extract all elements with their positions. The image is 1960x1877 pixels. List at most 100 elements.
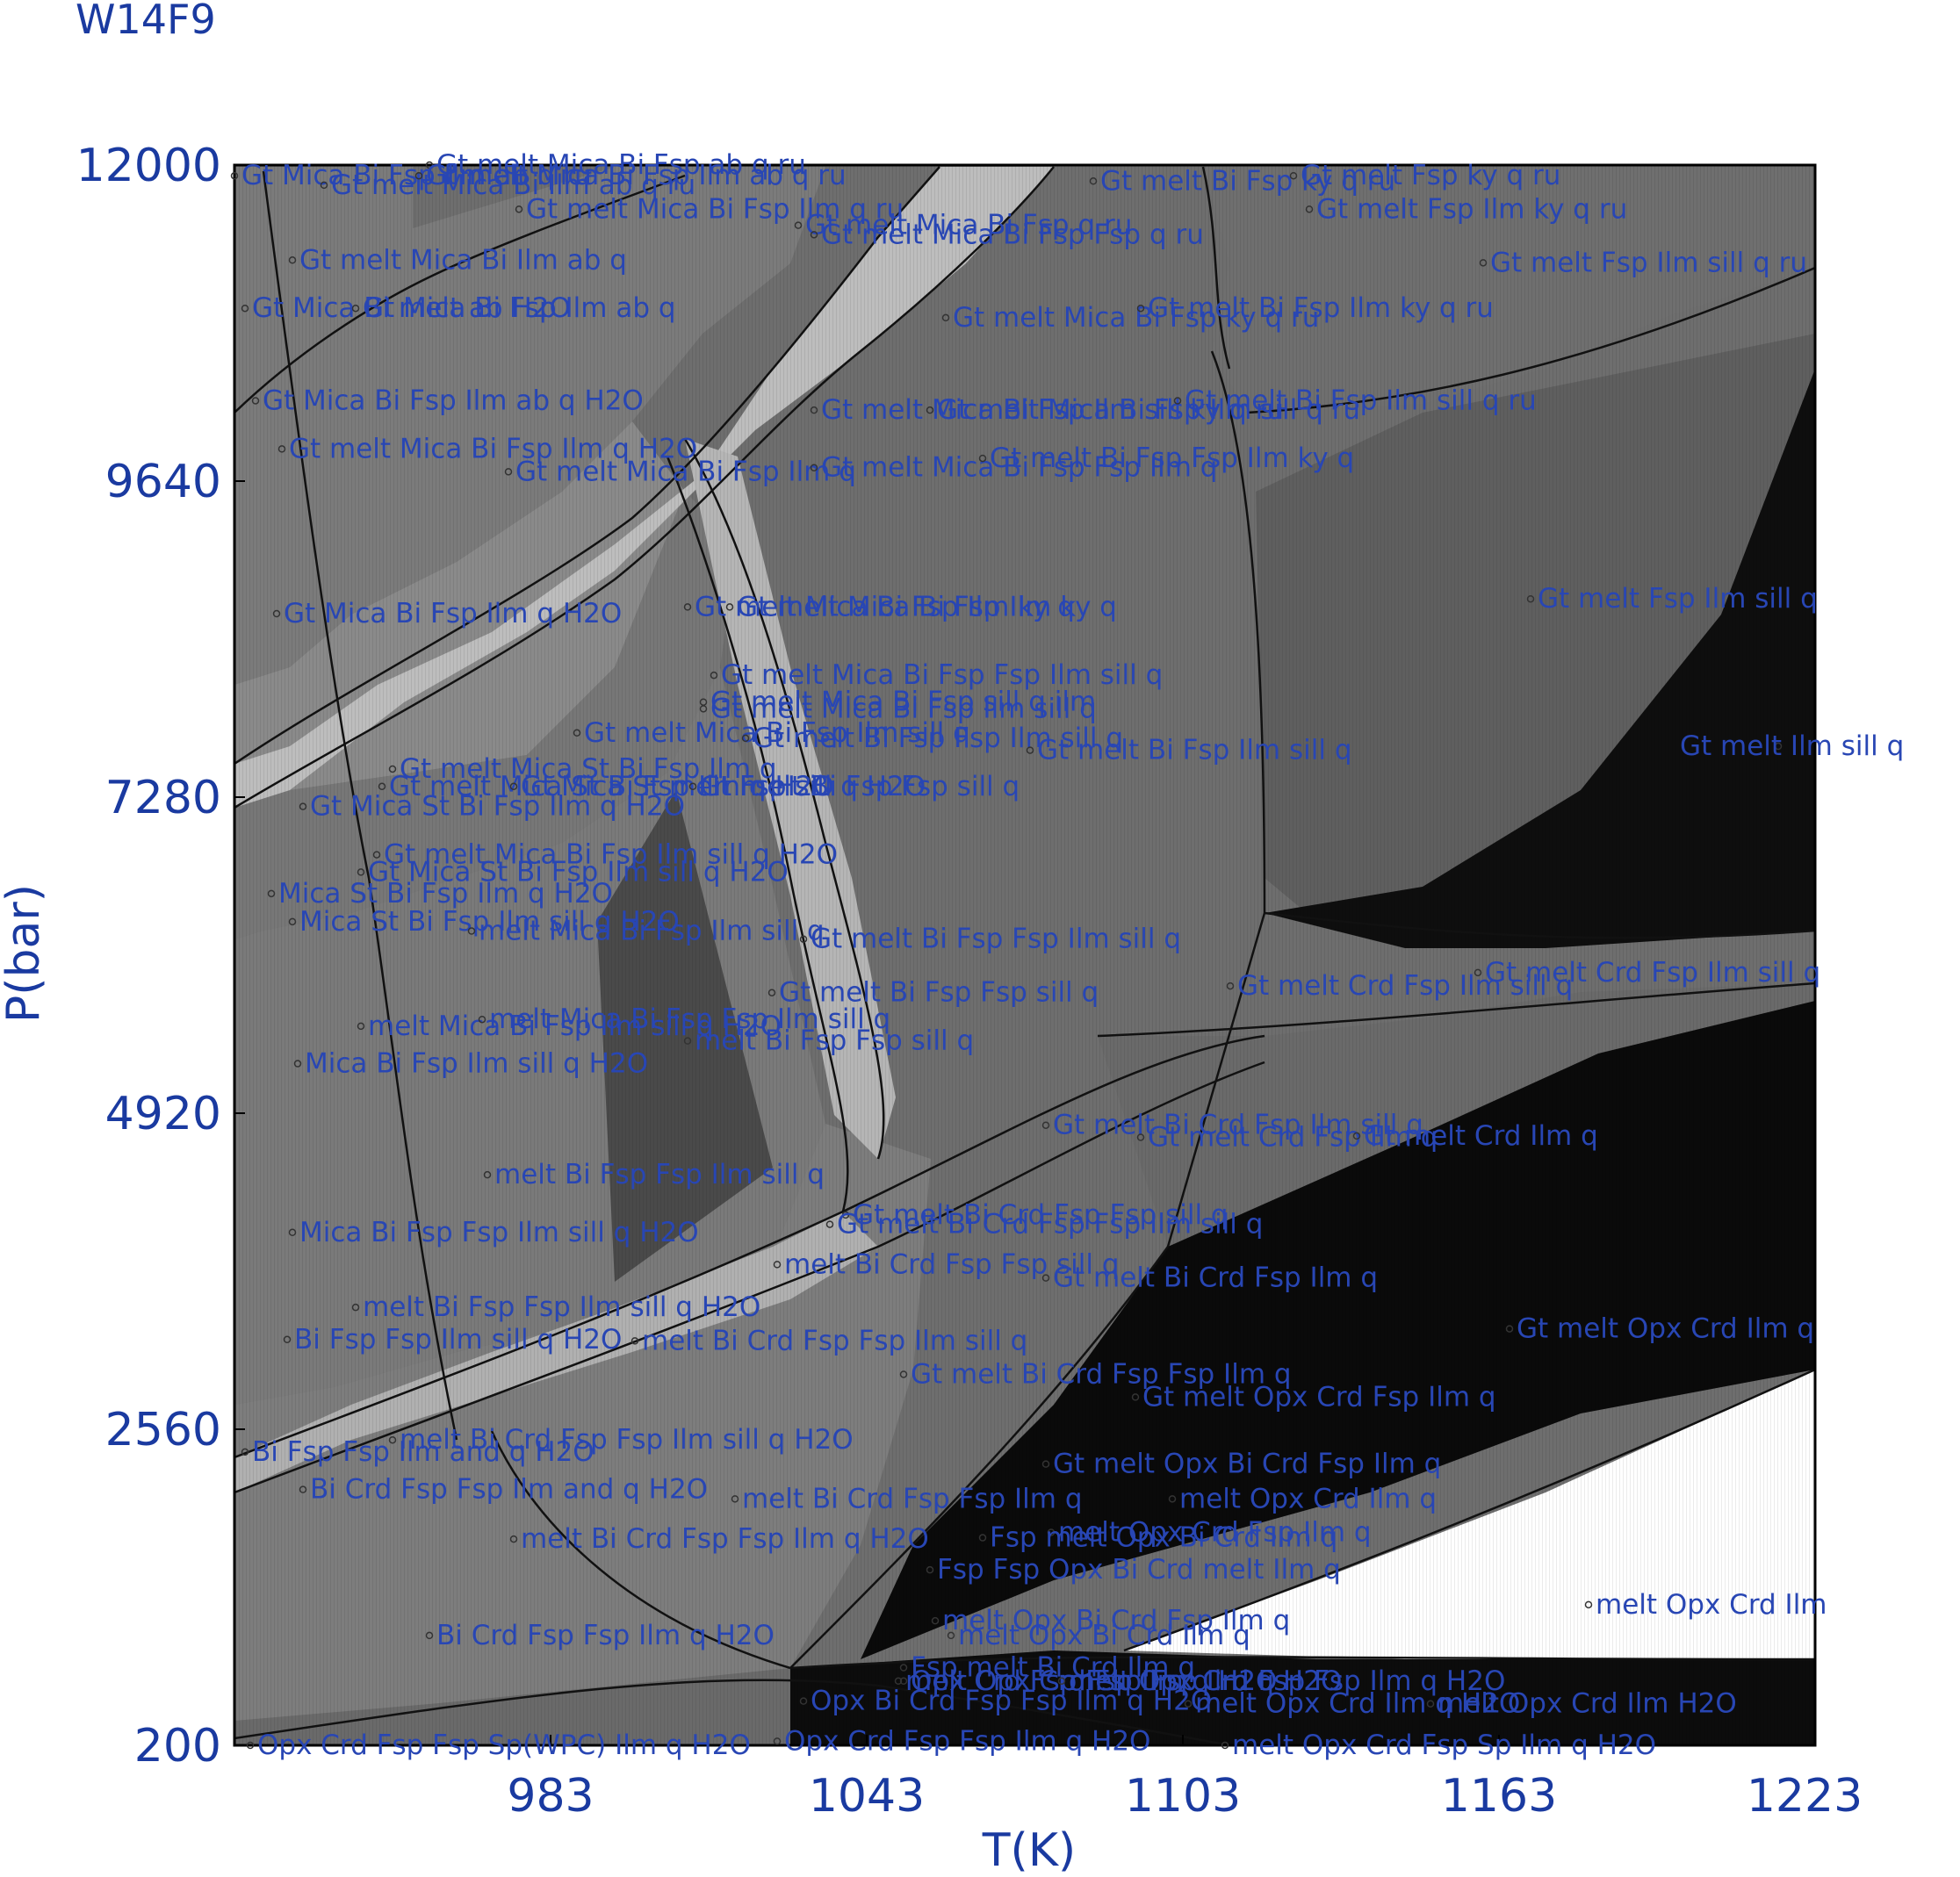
field-label: Gt Mica Bi Fsp Ilm ab q ru (241, 160, 592, 191)
field-label: Gt Mica St melt Fsp sill q H2O (521, 771, 926, 802)
field-point (230, 171, 239, 180)
field-label: Gt melt Fsp Ilm sill q (1538, 583, 1818, 615)
field-point (378, 782, 386, 791)
field-point (894, 1677, 903, 1686)
field-point (288, 1228, 297, 1237)
field-point (1168, 1495, 1177, 1503)
field-point (1305, 205, 1314, 213)
field-point (483, 1170, 492, 1179)
field-label: Gt melt Bi Fsp Fsp Ilm ky q (990, 442, 1354, 474)
boundary-line (234, 174, 686, 414)
field-point (246, 1741, 255, 1750)
field-point (825, 1220, 834, 1228)
field-label: melt Mica Bi Fsp Fsp Ilm sill q (489, 1003, 890, 1035)
field-point (688, 782, 697, 791)
field-label: Gt melt Fsp Ilm sill q ru (1490, 247, 1807, 278)
field-label: Gt melt Mica Bi Fsp Ilm ky q (695, 591, 1075, 622)
field-label: Gt melt Bi Fsp Ilm sill q ru (1185, 385, 1537, 416)
field-label: Gt melt Bi Crd Fsp Fsp Ilm sill q (837, 1209, 1263, 1241)
field-label: Gt melt Mica St Bi Fsp Ilm q (400, 753, 777, 785)
field-point (504, 468, 513, 476)
field-point (509, 1535, 518, 1543)
boundary-line (789, 1656, 1815, 1670)
field-point (293, 1060, 302, 1068)
field-point (351, 304, 360, 313)
y-axis-ticks: 200 2560 4920 7280 9640 12000 (76, 140, 245, 1773)
field-label: melt Bi Fsp Fsp Ilm sill q H2O (363, 1291, 760, 1323)
field-label: melt Opx Crd Fsp Fsp Ilm q H2O (1069, 1665, 1505, 1697)
field-label: Bi Crd Fsp Fsp Ilm q H2O (436, 1620, 775, 1651)
field-point (288, 917, 297, 926)
y-tick-label: 7280 (105, 772, 221, 824)
boundary-line (789, 350, 1266, 1669)
field-label: Gt Mica Bi melt ab H2O (252, 292, 571, 324)
y-tick-label: 4920 (105, 1088, 221, 1140)
field-label: Gt melt Mica Bi Fsp Ilm q H2O (289, 433, 697, 464)
x-axis-ticks: 983 1043 1103 1163 1223 (507, 1735, 1863, 1823)
field-label: Gt melt Bi Crd Fsp Fsp sill q (853, 1199, 1229, 1231)
field-point (794, 221, 803, 229)
field-point (978, 454, 987, 463)
field-label: melt Opx Crd Ilm q H2O (1195, 1688, 1520, 1720)
field-label: Gt melt Bi Crd Fsp Ilm q (1053, 1262, 1378, 1294)
boundary-line (234, 1034, 1265, 1459)
field-label: Gt Mica Bi Fsp Ilm q H2O (284, 598, 622, 629)
field-label: Gt melt Mica Bi Fsp Ilm q (515, 456, 856, 487)
field-point (515, 205, 523, 213)
field-point (425, 161, 434, 169)
x-tick-label: 1163 (1441, 1770, 1557, 1823)
field-label: Gt melt Mica Bi Fsp Ilm q ru (526, 193, 904, 225)
field-point (357, 868, 365, 876)
field-label: melt Bi Crd Fsp Fsp Ilm sill q H2O (400, 1424, 854, 1456)
field-label: Mica Bi Fsp Ilm sill q H2O (305, 1048, 648, 1080)
boundary-line (234, 1679, 1230, 1745)
field-label: Opx Bi Crd Fsp Fsp Ilm q H2O (811, 1686, 1212, 1717)
field-point (1584, 1600, 1593, 1609)
field-label: Gt melt Mica St Bi Fsp Ilm q H2O (389, 771, 834, 802)
field-point (1041, 1460, 1050, 1468)
boundary-line (666, 456, 849, 1212)
field-label: Bi Crd Fsp Fsp Ilm and q H2O (310, 1474, 708, 1506)
boundary-line (262, 170, 458, 1441)
field-label: Gt melt Mica Bi Fsp Ilm sill q ru (937, 394, 1360, 426)
field-point (741, 734, 750, 743)
field-label: melt Opx Crd Ilm (1596, 1589, 1827, 1621)
field-label: melt Opx Bi Crd Fsp Ilm q (942, 1605, 1290, 1636)
field-point (1026, 746, 1034, 754)
field-point (1226, 982, 1235, 990)
field-label: Gt melt Bi Fsp Fsp sill q (700, 771, 1020, 802)
field-label: Gt melt Fsp ky q ru (1301, 160, 1560, 191)
boundary-line (1123, 1368, 1815, 1652)
field-label: melt Opx Crd Fsp Ilm q (1058, 1516, 1372, 1548)
field-point (799, 1697, 808, 1705)
field-label: Gt melt Opx Crd Ilm q (1517, 1313, 1814, 1345)
stripe-overlay (234, 165, 1815, 1745)
field-label: Opx Crd Fsp Fsp Ilm q H2O (784, 1725, 1150, 1757)
field-label: melt Opx Crd Fsp Fsp Ilm q H2O (905, 1665, 1342, 1697)
field-label: Gt melt Mica Bi Fsp q ru (805, 210, 1132, 241)
field-label: Gt melt Crd Ilm q (1364, 1120, 1598, 1152)
field-label: Gt melt Mica Bi Ilm ab q (299, 244, 627, 276)
field-point (841, 1211, 850, 1219)
field-point (1136, 1133, 1145, 1141)
y-tick-label: 12000 (76, 140, 221, 192)
field-point (941, 313, 950, 322)
field-label: Gt melt Crd Fsp Ilm sill q (1485, 957, 1820, 989)
field-point (1289, 171, 1298, 180)
boundary-line (1264, 911, 1815, 939)
field-point (899, 1677, 908, 1686)
field-point (631, 1337, 639, 1345)
y-axis-label: P(bar) (0, 884, 50, 1023)
field-point (931, 1616, 940, 1625)
field-point (288, 256, 297, 264)
field-label: Gt melt Bi Fsp Fsp Ilm sill q (811, 924, 1181, 955)
x-tick-label: 1043 (809, 1770, 925, 1823)
field-point (320, 181, 328, 190)
field-label: Gt melt Mica Bi Fsp Ilm ab q ru (426, 160, 847, 191)
field-label: Gt melt Bi Crd Fsp Fsp Ilm q (911, 1358, 1292, 1390)
field-point (773, 1737, 782, 1745)
field-label: Gt melt Mica Bi Ilm ab q ru (331, 169, 695, 201)
field-label: melt Bi Crd Fsp Fsp Ilm q (742, 1483, 1083, 1514)
field-point (926, 406, 934, 414)
field-point (277, 445, 286, 453)
